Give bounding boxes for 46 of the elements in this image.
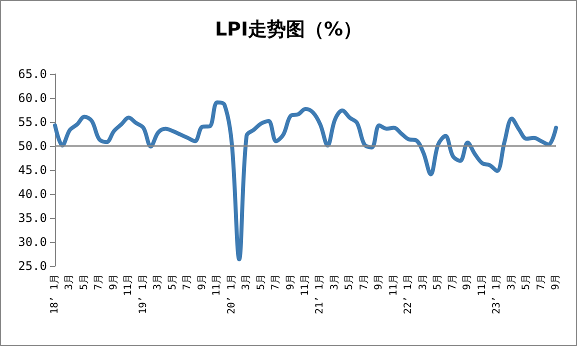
- x-tick-label: 11月: [476, 274, 488, 296]
- x-tick-label: 9月: [196, 274, 208, 290]
- line-series: [53, 100, 558, 262]
- y-tick-label: 30.0: [18, 235, 47, 249]
- x-tick-label: 9月: [550, 274, 562, 290]
- x-tick-label: 9月: [462, 274, 474, 290]
- x-tick-label: 7月: [182, 274, 194, 290]
- x-tick-label: 7月: [447, 274, 458, 290]
- y-tick-label: 55.0: [18, 115, 47, 129]
- x-tick-label: 5月: [167, 274, 178, 290]
- x-tick-label: 3月: [418, 274, 429, 290]
- x-tick-label: 3月: [64, 274, 76, 290]
- x-tick-label: 5月: [256, 274, 267, 290]
- y-tick-label: 65.0: [18, 67, 47, 81]
- x-tick-label: 11月: [212, 274, 223, 296]
- x-tick-label: 9月: [285, 274, 296, 290]
- y-tick-label: 35.0: [18, 211, 47, 225]
- x-tick-label: 3月: [506, 274, 518, 290]
- x-tick-label: 5月: [78, 274, 90, 290]
- x-tick-label: 7月: [270, 274, 282, 290]
- x-tick-label: 23’ 1月: [492, 274, 503, 314]
- x-tick-label: 5月: [344, 274, 356, 290]
- x-tick-label: 11月: [123, 274, 134, 296]
- y-tick-label: 60.0: [18, 91, 47, 105]
- x-tick-label: 5月: [432, 274, 444, 290]
- x-tick-label: 9月: [374, 274, 385, 290]
- x-tick-label: 3月: [152, 274, 164, 290]
- y-tick-label: 45.0: [18, 163, 47, 177]
- x-tick-label: 21’ 1月: [314, 274, 326, 314]
- x-tick-label: 7月: [94, 274, 105, 290]
- x-tick-label: 3月: [329, 274, 340, 290]
- x-tick-label: 11月: [300, 274, 311, 296]
- y-tick-label: 50.0: [18, 139, 47, 153]
- x-tick-label: 9月: [108, 274, 120, 290]
- x-tick-label: 22’ 1月: [403, 274, 414, 314]
- x-tick-label: 20’ 1月: [226, 274, 238, 314]
- x-tick-label: 19’ 1月: [138, 274, 149, 314]
- chart-title: LPI走势图（%）: [214, 18, 362, 40]
- x-tick-label: 3月: [241, 274, 252, 290]
- x-tick-label: 7月: [536, 274, 547, 290]
- y-tick-label: 25.0: [18, 259, 47, 273]
- x-tick-label: 11月: [388, 274, 400, 296]
- x-tick-label: 7月: [358, 274, 370, 290]
- y-tick-label: 40.0: [18, 187, 47, 201]
- x-tick-label: 18’ 1月: [50, 274, 60, 314]
- x-tick-label: 5月: [521, 274, 532, 290]
